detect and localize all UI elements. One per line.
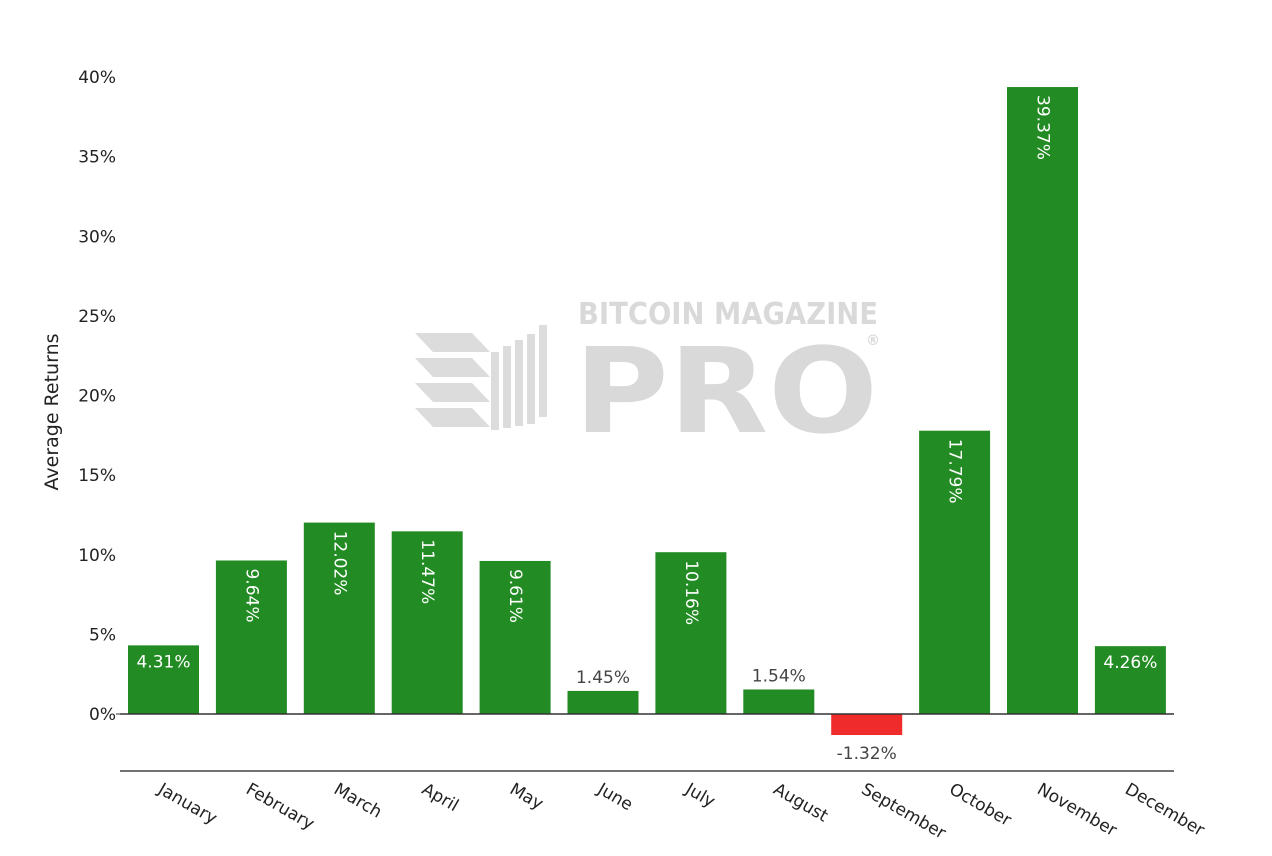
data-labels: 4.31% 9.64% 12.02% 11.47% 9.61% 1.45% 10.16% 1.… — [136, 95, 1157, 764]
data-label-march: 12.02% — [329, 531, 349, 596]
y-axis: 0% 5% 10% 15% 20% 25% 30% 35% 40% — [78, 68, 124, 725]
bar-may — [479, 560, 551, 714]
x-tick-label: August — [770, 779, 832, 826]
x-axis: January February March April May June July Augu… — [120, 770, 1208, 844]
bar-november — [1007, 87, 1078, 714]
bar-august — [743, 689, 815, 714]
bar-january — [128, 645, 199, 714]
data-label-october: 17.79% — [945, 439, 965, 504]
data-label-february: 9.64% — [241, 568, 261, 622]
bars — [120, 87, 1174, 736]
y-tick-label: 20% — [78, 387, 116, 407]
x-tick-label: December — [1121, 779, 1207, 840]
y-axis-title: Average Returns — [41, 333, 63, 490]
y-tick-label: 10% — [78, 546, 116, 566]
y-tick-label: 5% — [89, 625, 116, 645]
watermark-registered-mark: ® — [866, 333, 880, 349]
y-tick-label: 25% — [78, 307, 116, 327]
y-tick-label: 40% — [78, 68, 116, 88]
data-label-may: 9.61% — [505, 569, 525, 623]
bar-december — [1094, 646, 1166, 714]
bar-june — [567, 690, 639, 714]
data-label-june: 1.45% — [576, 668, 630, 688]
x-tick-label: November — [1034, 779, 1121, 841]
x-tick-label: October — [946, 779, 1015, 830]
data-label-november: 39.37% — [1033, 95, 1053, 160]
bar-april — [391, 531, 463, 714]
x-tick-label: March — [330, 779, 385, 822]
x-tick-label: July — [681, 779, 718, 812]
bar-october — [919, 430, 991, 714]
data-label-april: 11.47% — [417, 539, 437, 604]
data-label-september: -1.32% — [837, 744, 897, 764]
x-tick-label: September — [858, 779, 949, 843]
bar-february — [215, 560, 287, 714]
data-label-december: 4.26% — [1103, 653, 1157, 673]
bar-july — [655, 552, 727, 714]
data-label-august: 1.54% — [752, 666, 806, 686]
watermark: BITCOIN MAGAZINE PRO ® — [415, 297, 880, 460]
x-tick-label: February — [242, 779, 317, 834]
watermark-logo-icon — [415, 325, 547, 430]
watermark-line1: BITCOIN MAGAZINE — [578, 297, 878, 332]
data-label-january: 4.31% — [136, 652, 190, 672]
bar-march — [303, 522, 375, 714]
y-tick-label: 15% — [78, 466, 116, 486]
x-tick-label: May — [506, 779, 546, 814]
x-tick-label: January — [154, 779, 221, 829]
x-tick-label: April — [418, 779, 462, 816]
y-tick-label: 0% — [89, 705, 116, 725]
bar-september — [831, 714, 903, 736]
y-tick-label: 30% — [78, 227, 116, 247]
watermark-line2: PRO — [574, 322, 878, 460]
y-tick-label: 35% — [78, 148, 116, 168]
data-label-july: 10.16% — [681, 560, 701, 625]
x-tick-label: June — [593, 779, 636, 815]
